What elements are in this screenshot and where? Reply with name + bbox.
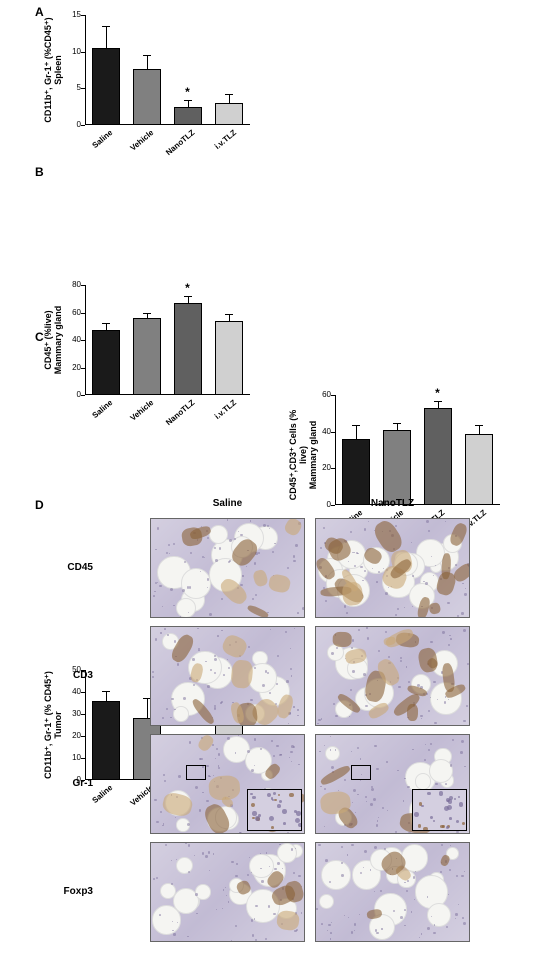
significance-star: * [185, 281, 190, 295]
error-cap [143, 55, 151, 56]
error-cap [225, 314, 233, 315]
significance-star: * [185, 85, 190, 99]
error-cap [352, 425, 360, 426]
chart-b2-cd45cd3-mammary: 0204060CD45⁺,CD3⁺ Cells (% live)Mammary … [335, 395, 500, 505]
ihc-region-box [186, 765, 206, 780]
bar-ivtlz [215, 103, 243, 125]
x-category-label: Vehicle [129, 398, 156, 423]
ihc-region-box [351, 765, 371, 780]
error-bar [147, 56, 148, 68]
x-category-label: NanoTLZ [165, 398, 197, 427]
error-cap [102, 323, 110, 324]
ihc-inset [412, 789, 467, 831]
ihc-row-label-foxp3: Foxp3 [45, 886, 93, 897]
significance-star: * [435, 386, 440, 400]
ihc-col-label-nanotlz: NanoTLZ [315, 498, 470, 509]
x-category-label: Saline [91, 128, 115, 150]
error-cap [393, 423, 401, 424]
x-category-label: Saline [91, 398, 115, 420]
error-bar [397, 424, 398, 430]
x-category-label: i.v.TLZ [213, 128, 238, 151]
error-bar [229, 315, 230, 321]
ihc-image-cd45-saline [150, 518, 305, 618]
error-bar [229, 95, 230, 103]
ihc-image-gr-1-saline [150, 734, 305, 834]
error-cap [225, 94, 233, 95]
ihc-inset [247, 789, 302, 831]
y-axis-title: CD11b⁺, Gr-1⁺ (% CD45⁺)Tumor [43, 670, 63, 780]
y-axis-title: CD11b⁺, Gr-1⁺ (%CD45⁺)Spleen [43, 15, 63, 125]
error-bar [147, 699, 148, 719]
y-axis-title: CD45⁺,CD3⁺ Cells (% live)Mammary gland [288, 400, 318, 510]
error-bar [188, 101, 189, 107]
error-cap [475, 425, 483, 426]
error-cap [184, 100, 192, 101]
error-bar [106, 324, 107, 331]
error-cap [102, 26, 110, 27]
bar-nanotlz [174, 107, 202, 125]
y-tick-label: 60 [307, 390, 331, 399]
y-axis-title: CD45⁺ (%live)Mammary gland [43, 285, 63, 395]
error-cap [434, 401, 442, 402]
x-category-label: NanoTLZ [165, 128, 197, 157]
error-bar [106, 27, 107, 48]
error-bar [106, 692, 107, 701]
bar-ivtlz [215, 321, 243, 395]
x-category-label: i.v.TLZ [213, 398, 238, 421]
bar-saline [92, 48, 120, 125]
bar-vehicle [133, 69, 161, 125]
error-cap [143, 313, 151, 314]
bar-saline [92, 330, 120, 395]
ihc-row-label-cd3: CD3 [45, 670, 93, 681]
panel-label-c: C [35, 330, 44, 344]
ihc-image-cd3-saline [150, 626, 305, 726]
bar-nanotlz [424, 408, 452, 505]
ihc-image-gr-1-nanotlz [315, 734, 470, 834]
panel-label-b: B [35, 165, 44, 179]
x-category-label: Saline [91, 783, 115, 805]
bar-vehicle [383, 430, 411, 505]
bar-saline [92, 701, 120, 780]
ihc-col-label-saline: Saline [150, 498, 305, 509]
error-bar [356, 426, 357, 439]
bar-ivtlz [465, 434, 493, 506]
chart-a-spleen: 051015CD11b⁺, Gr-1⁺ (%CD45⁺)SpleenSaline… [85, 15, 250, 125]
error-bar [438, 402, 439, 408]
x-category-label: Vehicle [129, 128, 156, 153]
chart-b1-cd45-mammary: 020406080CD45⁺ (%live)Mammary glandSalin… [85, 285, 250, 395]
error-bar [147, 314, 148, 318]
ihc-image-foxp3-nanotlz [315, 842, 470, 942]
bar-saline [342, 439, 370, 505]
panel-label-d: D [35, 498, 44, 512]
error-cap [102, 691, 110, 692]
ihc-image-cd45-nanotlz [315, 518, 470, 618]
ihc-image-foxp3-saline [150, 842, 305, 942]
error-cap [184, 296, 192, 297]
ihc-row-label-cd45: CD45 [45, 562, 93, 573]
ihc-row-label-gr-1: Gr-1 [45, 778, 93, 789]
bar-nanotlz [174, 303, 202, 395]
error-bar [479, 426, 480, 433]
ihc-image-cd3-nanotlz [315, 626, 470, 726]
error-bar [188, 297, 189, 303]
bar-vehicle [133, 318, 161, 395]
